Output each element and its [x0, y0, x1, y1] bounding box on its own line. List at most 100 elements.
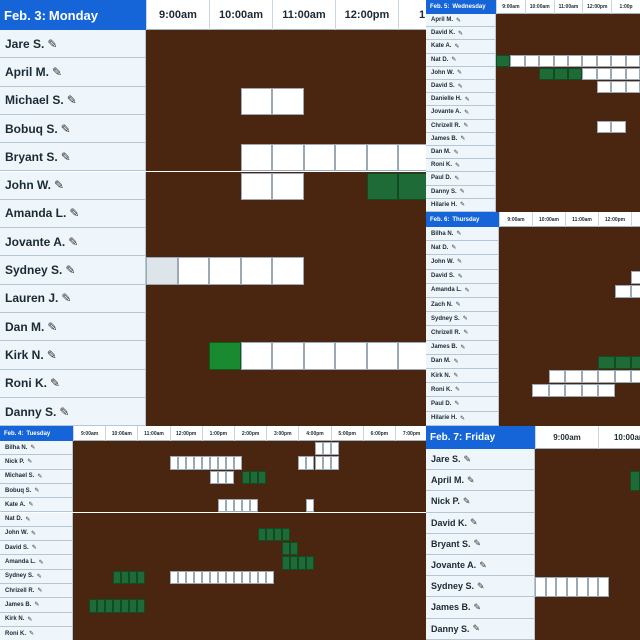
- time-slot-cell[interactable]: [240, 172, 272, 200]
- time-slot-cell[interactable]: [539, 54, 554, 67]
- time-slot-cell[interactable]: [113, 599, 122, 613]
- time-slot-cell[interactable]: [282, 556, 291, 570]
- time-slot-cell[interactable]: [306, 456, 315, 470]
- time-slot-cell[interactable]: [306, 499, 315, 513]
- time-slot-cell[interactable]: [553, 67, 568, 80]
- time-slot-cell[interactable]: [598, 577, 609, 598]
- person-name-row[interactable]: April M. ✎: [426, 470, 535, 492]
- person-name-row[interactable]: Danny S. ✎: [426, 185, 496, 199]
- time-slot-cell[interactable]: [242, 499, 251, 513]
- person-name-row[interactable]: Kirk N. ✎: [0, 612, 73, 627]
- edit-pencil-icon[interactable]: ✎: [27, 459, 33, 466]
- edit-pencil-icon[interactable]: ✎: [60, 121, 71, 136]
- person-name-row[interactable]: Nat D. ✎: [426, 241, 499, 256]
- person-name-row[interactable]: John W. ✎: [426, 66, 496, 80]
- time-slot-cell[interactable]: [193, 570, 202, 584]
- person-name-row[interactable]: David S. ✎: [426, 269, 499, 284]
- time-slot-cell[interactable]: [539, 67, 554, 80]
- edit-pencil-icon[interactable]: ✎: [46, 347, 57, 362]
- edit-pencil-icon[interactable]: ✎: [460, 415, 466, 422]
- person-name-row[interactable]: Jovante A. ✎: [426, 106, 496, 120]
- person-name-row[interactable]: Dan M. ✎: [426, 146, 496, 160]
- person-name-row[interactable]: Nick P. ✎: [0, 455, 73, 470]
- time-slot-cell[interactable]: [225, 470, 234, 484]
- time-slot-cell[interactable]: [598, 384, 615, 398]
- time-slot-cell[interactable]: [322, 442, 331, 456]
- time-slot-cell[interactable]: [303, 144, 335, 172]
- edit-pencil-icon[interactable]: ✎: [29, 631, 35, 638]
- edit-pencil-icon[interactable]: ✎: [65, 263, 76, 278]
- time-slot-cell[interactable]: [234, 570, 243, 584]
- time-slot-cell[interactable]: [565, 384, 582, 398]
- time-slot-cell[interactable]: [398, 172, 426, 200]
- edit-pencil-icon[interactable]: ✎: [454, 175, 460, 182]
- person-name-row[interactable]: Jare S. ✎: [0, 30, 146, 59]
- time-slot-cell[interactable]: [266, 527, 275, 542]
- person-name-row[interactable]: James B. ✎: [426, 597, 535, 619]
- time-slot-cell[interactable]: [274, 527, 283, 542]
- time-slot-cell[interactable]: [545, 577, 556, 598]
- edit-pencil-icon[interactable]: ✎: [479, 559, 487, 570]
- time-slot-cell[interactable]: [209, 470, 218, 484]
- person-name-row[interactable]: Nick P. ✎: [426, 491, 535, 513]
- person-name-row[interactable]: Bobuq S. ✎: [0, 483, 73, 499]
- edit-pencil-icon[interactable]: ✎: [455, 302, 461, 309]
- person-name-row[interactable]: David K. ✎: [426, 27, 496, 41]
- time-slot-cell[interactable]: [298, 456, 307, 470]
- edit-pencil-icon[interactable]: ✎: [66, 93, 77, 108]
- time-slot-cell[interactable]: [611, 67, 626, 80]
- time-slot-cell[interactable]: [625, 54, 640, 67]
- edit-pencil-icon[interactable]: ✎: [454, 401, 460, 408]
- time-slot-cell[interactable]: [596, 120, 612, 133]
- person-name-row[interactable]: Chrizell R. ✎: [0, 584, 73, 599]
- edit-pencil-icon[interactable]: ✎: [25, 516, 31, 523]
- time-slot-cell[interactable]: [272, 342, 304, 370]
- time-slot-cell[interactable]: [598, 370, 615, 384]
- time-slot-cell[interactable]: [314, 456, 323, 470]
- person-name-row[interactable]: Paul D. ✎: [426, 172, 496, 186]
- time-slot-cell[interactable]: [258, 570, 267, 584]
- edit-pencil-icon[interactable]: ✎: [50, 376, 61, 391]
- time-slot-cell[interactable]: [250, 570, 259, 584]
- time-slot-cell[interactable]: [169, 456, 178, 470]
- time-slot-cell[interactable]: [366, 144, 398, 172]
- time-slot-cell[interactable]: [250, 470, 259, 484]
- person-name-row[interactable]: Roni K. ✎: [426, 159, 496, 173]
- time-slot-cell[interactable]: [582, 67, 597, 80]
- person-name-row[interactable]: Amanda L. ✎: [0, 555, 73, 570]
- person-name-row[interactable]: Kate A. ✎: [0, 498, 73, 513]
- edit-pencil-icon[interactable]: ✎: [451, 245, 457, 252]
- person-name-row[interactable]: Kirk N. ✎: [0, 341, 146, 370]
- time-slot-cell[interactable]: [625, 81, 640, 94]
- person-name-row[interactable]: Nat D. ✎: [0, 512, 73, 527]
- time-slot-cell[interactable]: [177, 570, 186, 584]
- time-slot-cell[interactable]: [146, 257, 178, 285]
- time-slot-cell[interactable]: [225, 570, 234, 584]
- time-slot-cell[interactable]: [625, 67, 640, 80]
- time-slot-cell[interactable]: [598, 355, 615, 369]
- edit-pencil-icon[interactable]: ✎: [453, 149, 459, 156]
- time-slot-cell[interactable]: [250, 499, 259, 513]
- time-slot-cell[interactable]: [581, 370, 598, 384]
- time-slot-cell[interactable]: [266, 570, 275, 584]
- time-slot-cell[interactable]: [121, 570, 130, 584]
- edit-pencil-icon[interactable]: ✎: [472, 623, 481, 634]
- person-name-row[interactable]: Sydney S. ✎: [0, 569, 73, 584]
- time-slot-cell[interactable]: [258, 527, 267, 542]
- time-slot-cell[interactable]: [298, 556, 307, 570]
- time-slot-cell[interactable]: [201, 456, 210, 470]
- time-slot-cell[interactable]: [272, 144, 304, 172]
- person-name-row[interactable]: Roni K. ✎: [0, 369, 146, 398]
- person-name-row[interactable]: Danny S. ✎: [0, 397, 146, 426]
- edit-pencil-icon[interactable]: ✎: [451, 57, 457, 64]
- edit-pencil-icon[interactable]: ✎: [31, 545, 37, 552]
- edit-pencil-icon[interactable]: ✎: [455, 387, 461, 394]
- edit-pencil-icon[interactable]: ✎: [36, 573, 42, 580]
- time-slot-cell[interactable]: [89, 599, 98, 613]
- edit-pencil-icon[interactable]: ✎: [457, 70, 463, 77]
- person-name-row[interactable]: Jare S. ✎: [426, 449, 535, 471]
- time-slot-cell[interactable]: [240, 342, 272, 370]
- time-slot-cell[interactable]: [596, 67, 612, 80]
- time-slot-cell[interactable]: [225, 456, 234, 470]
- edit-pencil-icon[interactable]: ✎: [456, 17, 462, 24]
